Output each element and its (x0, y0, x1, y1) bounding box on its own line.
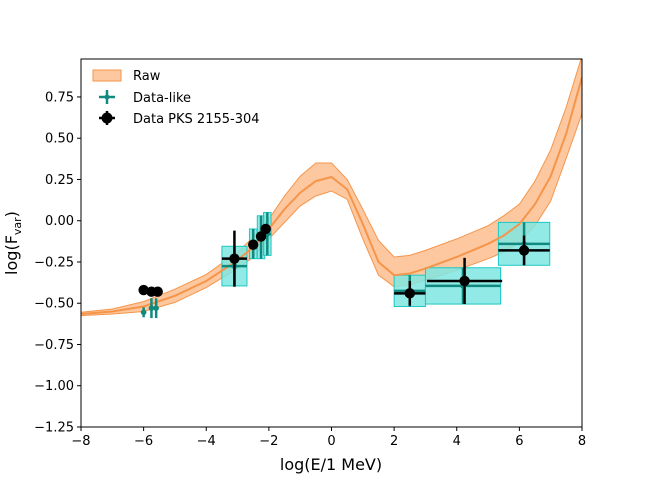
data-pks-point-2-marker (152, 286, 163, 297)
legend-data-pks-label: Data PKS 2155-304 (133, 112, 260, 127)
legend-data-like-marker (99, 90, 115, 104)
x-tick-label-7: 6 (515, 434, 523, 449)
y-axis-label-close: ) (2, 211, 21, 217)
data-pks-point-3 (221, 230, 247, 287)
y-tick-label-0: −1.25 (34, 421, 74, 436)
y-tick-label-8: 0.75 (45, 90, 74, 105)
legend-raw-swatch (92, 69, 122, 82)
y-axis-label: log(Fvar) (2, 211, 24, 275)
y-tick-label-4: −0.25 (34, 255, 74, 270)
data-pks-point-8 (427, 257, 503, 305)
data-like-point-2 (153, 298, 159, 319)
data-like-point-0 (140, 307, 147, 318)
y-tick-label-6: 0.25 (45, 173, 74, 188)
data-pks-point-0-marker (138, 284, 149, 296)
data-pks-point-3-marker (229, 253, 240, 264)
data-pks-point-9-marker (518, 245, 530, 256)
x-tick-label-2: −4 (197, 434, 216, 449)
data-pks-point-7-marker (404, 288, 415, 299)
data-pks-point-7 (394, 280, 426, 306)
data-like-point-1-marker (148, 305, 155, 311)
legend-data-pks-marker (99, 111, 115, 125)
raw-line (81, 76, 582, 315)
y-tick-label-7: 0.50 (45, 132, 74, 147)
data-pks-point-2 (152, 286, 163, 297)
x-tick-label-4: 0 (327, 434, 335, 449)
data-pks-point-4 (248, 239, 259, 250)
data-like-point-2-marker (153, 305, 159, 311)
data-pks-point-5-marker (255, 231, 267, 242)
y-tick-label-1: −1.00 (34, 379, 74, 394)
raw-band (81, 59, 582, 317)
x-axis-ticks: −8 −6 −4 −2 0 2 4 6 8 (71, 427, 586, 449)
x-tick-label-6: 4 (453, 434, 461, 449)
y-tick-label-5: 0.00 (45, 214, 74, 229)
legend: Raw Data-like Data PKS 2155-304 (92, 69, 260, 127)
data-like-point-0-marker (140, 309, 147, 316)
data-pks-point-5 (255, 231, 267, 242)
y-axis-label-main: log(F (2, 235, 21, 275)
y-axis-ticks: −1.25 −1.00 −0.75 −0.50 −0.25 0.00 0.25 0.50 0.7… (34, 90, 81, 436)
data-pks-series (138, 223, 550, 306)
y-axis-label-sub: var (11, 217, 24, 235)
legend-data-like-label: Data-like (133, 91, 191, 106)
legend-raw-label: Raw (133, 69, 161, 84)
x-tick-label-3: −2 (259, 434, 278, 449)
data-pks-point-6-marker (260, 223, 271, 235)
data-pks-point-9 (498, 235, 550, 266)
raw-band-layer (81, 59, 582, 317)
data-pks-point-0 (138, 284, 149, 296)
y-tick-label-3: −0.50 (34, 297, 74, 312)
x-tick-label-8: 8 (578, 434, 586, 449)
x-tick-label-1: −6 (134, 434, 153, 449)
y-tick-label-2: −0.75 (34, 338, 74, 353)
x-tick-label-0: −8 (71, 434, 90, 449)
data-pks-point-6 (260, 223, 271, 235)
data-pks-point-4-marker (248, 239, 259, 250)
data-like-point-1 (148, 298, 155, 319)
x-axis-label: log(E/1 MeV) (280, 455, 382, 474)
raw-line-layer (81, 76, 582, 315)
data-pks-point-8-marker (459, 275, 470, 287)
x-tick-label-5: 2 (390, 434, 398, 449)
